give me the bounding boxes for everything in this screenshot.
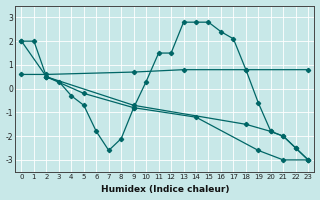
X-axis label: Humidex (Indice chaleur): Humidex (Indice chaleur): [100, 185, 229, 194]
